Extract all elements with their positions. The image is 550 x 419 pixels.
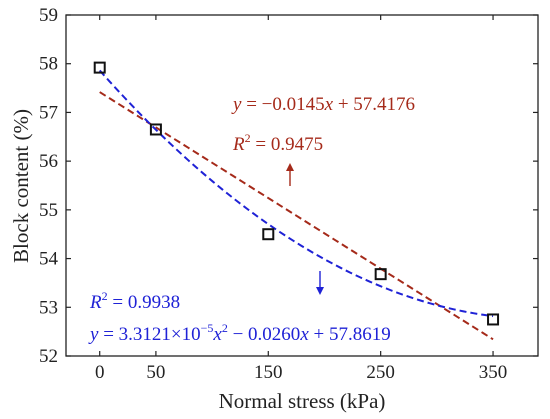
axis-ticks: 0 50 150 250 350 52 53 54 55 56 57 58 59 — [39, 5, 538, 383]
y-tick-label: 53 — [39, 297, 58, 318]
data-point — [93, 61, 106, 74]
y-tick-label: 59 — [39, 5, 58, 26]
y-tick-label: 58 — [39, 54, 58, 75]
quadratic-fit-line — [98, 69, 494, 318]
quadratic-fit-r2: R2 = 0.9938 — [89, 289, 180, 313]
linear-fit-r2: R2 = 0.9475 — [232, 131, 323, 155]
y-tick-label: 56 — [39, 151, 58, 172]
fit-lines — [98, 69, 494, 341]
y-axis-label: Block content (%) — [9, 109, 33, 263]
data-point — [149, 123, 162, 136]
x-tick-label: 350 — [479, 362, 508, 383]
data-point — [262, 228, 275, 241]
data-point — [374, 268, 387, 281]
y-tick-label: 55 — [39, 200, 58, 221]
plot-frame — [65, 14, 539, 357]
x-tick-label: 150 — [254, 362, 283, 383]
x-axis-label: Normal stress (kPa) — [219, 389, 386, 413]
linear-fit-line — [99, 91, 494, 341]
x-tick-label: 0 — [95, 362, 105, 383]
y-tick-label: 52 — [39, 346, 58, 367]
quadratic-fit-equation: y = 3.3121×10−5x2 − 0.0260x + 57.8619 — [88, 321, 391, 345]
data-points — [93, 61, 500, 326]
linear-fit-equation: y = −0.0145x + 57.4176 — [231, 94, 415, 115]
data-point — [487, 313, 500, 326]
x-tick-label: 250 — [366, 362, 395, 383]
x-tick-label: 50 — [146, 362, 165, 383]
y-tick-label: 57 — [39, 102, 58, 123]
y-tick-label: 54 — [39, 249, 59, 270]
